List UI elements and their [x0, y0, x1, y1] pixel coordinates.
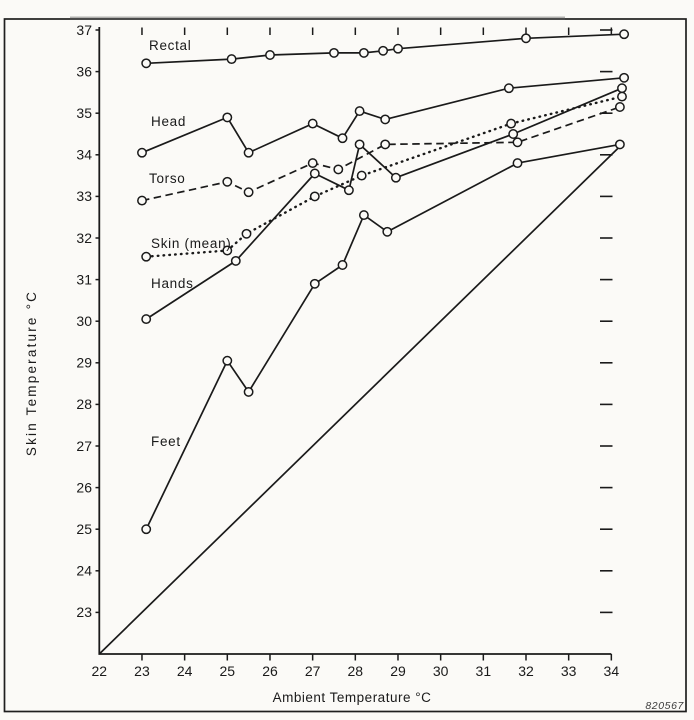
x-tick-label: 23: [134, 663, 150, 679]
series-skin-mean-point: [309, 191, 320, 202]
series-label-head: Head: [151, 114, 186, 129]
series-hands-point: [390, 172, 401, 183]
series-head-point: [243, 147, 254, 158]
series-rectal-point: [265, 50, 275, 60]
figure-border: [3, 18, 687, 713]
x-tick-label: 24: [177, 663, 193, 679]
series-feet-point: [382, 226, 393, 237]
x-tick-label: 31: [476, 663, 492, 679]
y-axis-title: Skin Temperature °C: [24, 290, 39, 456]
y-tick-label: 31: [76, 271, 92, 287]
series-hands-point: [354, 139, 365, 150]
series-rectal-point: [619, 29, 630, 40]
series-head-point: [307, 118, 318, 129]
series-hands-point: [508, 129, 519, 139]
x-tick-label: 25: [220, 663, 236, 679]
series-head-point: [137, 147, 147, 158]
y-tick-label: 28: [76, 396, 92, 412]
y-tick-label: 37: [76, 22, 92, 38]
series-head-point: [222, 112, 233, 123]
series-hands-point: [230, 255, 241, 266]
series-hands-line: [145, 87, 623, 320]
series-torso-point: [512, 137, 523, 148]
series-head-point: [380, 114, 391, 125]
series-identity-line: [98, 143, 623, 655]
x-tick-label: 32: [518, 663, 534, 679]
y-tick-label: 30: [76, 313, 92, 329]
series-feet-point: [309, 278, 320, 289]
series-feet-point: [512, 158, 523, 169]
series-skin-mean-point: [617, 91, 627, 102]
series-skin-mean-point: [356, 170, 367, 181]
series-hands-point: [617, 83, 627, 94]
y-tick-label: 27: [76, 438, 92, 454]
series-head-point: [337, 133, 348, 144]
series-label-torso: Torso: [149, 171, 186, 186]
series-label-feet: Feet: [151, 434, 181, 449]
series-torso-point: [222, 176, 233, 187]
series-rectal-point: [226, 54, 237, 65]
x-tick-label: 27: [305, 663, 321, 679]
y-tick-label: 23: [76, 604, 92, 620]
series-rectal-point: [358, 47, 369, 58]
series-torso-point: [137, 195, 147, 206]
x-axis-title: Ambient Temperature °C: [273, 690, 432, 705]
plot-area: 23 24 25 26 27 28 29 30 31 32 33 34 35 36 37 22 23 24 25 26…: [3, 16, 687, 713]
y-tick-label: 24: [76, 563, 92, 579]
series-torso-point: [307, 158, 318, 169]
series-rectal-point: [329, 47, 339, 58]
y-tick-label: 29: [76, 355, 92, 371]
x-tick-label: 28: [348, 663, 364, 679]
x-tick-label: 29: [390, 663, 406, 679]
series-skin-mean-point: [506, 118, 517, 129]
series-head-point: [619, 72, 630, 83]
series-torso-point: [380, 139, 391, 150]
series-hands-point: [309, 168, 320, 179]
series-feet-point: [222, 355, 233, 366]
series-rectal-point: [393, 43, 403, 54]
series-label-skin-mean: Skin (mean): [151, 236, 231, 251]
x-tick-label: 33: [561, 663, 577, 679]
x-tick-label: 22: [92, 663, 108, 679]
series-head-point: [354, 106, 365, 117]
series-feet-line: [145, 143, 621, 530]
x-tick-label: 30: [433, 663, 449, 679]
y-tick-label: 33: [76, 188, 92, 204]
series-torso-point: [614, 102, 625, 112]
series-rectal-point: [141, 58, 152, 69]
y-tick-label: 36: [76, 63, 92, 79]
series-label-rectal: Rectal: [149, 38, 191, 53]
series-feet-point: [243, 386, 254, 397]
series-torso-point: [333, 164, 344, 175]
series-hands-point: [343, 185, 354, 196]
y-tick-label: 34: [76, 147, 92, 163]
series-head-point: [503, 83, 514, 94]
x-tick-label: 26: [262, 663, 278, 679]
series-skin-mean-point: [141, 251, 152, 262]
series-feet-point: [614, 139, 625, 150]
series-skin-mean-point: [241, 228, 252, 239]
series-hands-point: [141, 314, 152, 325]
series-torso-point: [243, 187, 254, 198]
series-rectal-point: [521, 33, 531, 44]
series-label-hands: Hands: [151, 276, 194, 291]
figure-number: 820567: [645, 700, 684, 712]
y-tick-label: 25: [76, 521, 92, 537]
y-tick-label: 35: [76, 105, 92, 121]
series-feet-point: [141, 524, 152, 535]
x-tick-label: 34: [604, 663, 620, 679]
y-tick-label: 26: [76, 479, 92, 495]
series-feet-point: [358, 210, 369, 221]
series-skin-mean-point: [222, 245, 233, 256]
series-feet-point: [337, 260, 348, 270]
series-rectal-point: [378, 45, 389, 56]
y-tick-label: 32: [76, 230, 92, 246]
